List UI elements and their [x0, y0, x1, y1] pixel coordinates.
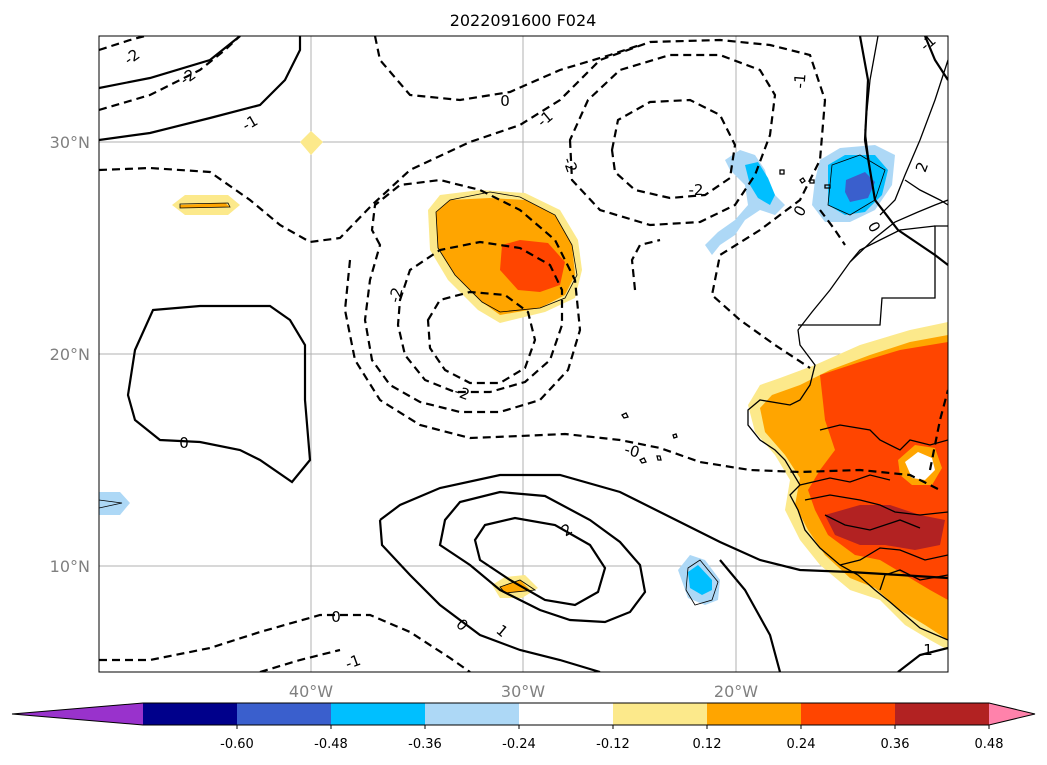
colorbar-tick-label: 0.24	[787, 737, 816, 752]
colorbar-tick-label: -0.24	[502, 737, 536, 752]
lon-label-20w: 20°W	[714, 682, 758, 701]
contour-label: 0	[500, 92, 510, 110]
contour-zero-west	[126, 304, 312, 484]
lat-label-10: 10°N	[50, 557, 90, 576]
colorbar-box	[519, 703, 613, 725]
colorbar-tick-label: -0.60	[220, 737, 254, 752]
contour-label: -2	[385, 285, 406, 304]
shade-africa-max	[825, 505, 945, 550]
colorbar-tick-label: 0.36	[881, 737, 910, 752]
lon-label-40w: 40°W	[289, 682, 333, 701]
contour-label: -2	[559, 155, 581, 175]
colorbar-box	[801, 703, 895, 725]
colorbar-tick-label: 0.12	[693, 737, 722, 752]
colorbar: -0.60 -0.48 -0.36 -0.24 -0.12 0.12 0.24 0.36 0.4…	[11, 702, 1036, 752]
map-panel: -2 -2 -1 0 -1 -2 -2 -2 -2 0 -0 0 2 0 1 0…	[99, 36, 948, 673]
colorbar-box	[613, 703, 707, 725]
contour-label: -2	[452, 382, 472, 404]
coastlines	[621, 36, 948, 641]
lat-label-30: 30°N	[50, 133, 90, 152]
colorbar-outline	[11, 702, 1036, 726]
colorbar-box	[895, 703, 989, 725]
contour-label: 1	[923, 641, 933, 659]
dashed-contours	[99, 36, 948, 672]
shade-positive-high	[500, 240, 565, 292]
colorbar-box	[707, 703, 801, 725]
colorbar-tick-label: -0.48	[314, 737, 348, 752]
colorbar-box	[237, 703, 331, 725]
map-title: 2022091600 F024	[450, 11, 597, 30]
colorbar-box	[331, 703, 425, 725]
contour-label: -2	[689, 181, 704, 199]
contour-label: -1	[343, 651, 363, 673]
contour-label: 0	[331, 608, 341, 626]
shade-negative-high	[845, 172, 875, 202]
colorbar-extend-low	[12, 703, 143, 725]
lon-label-30w: 30°W	[501, 682, 545, 701]
anomaly-shading	[99, 131, 948, 650]
lat-label-20: 20°N	[50, 345, 90, 364]
contour-label: -0	[622, 440, 641, 461]
contour-label: 0	[179, 434, 189, 452]
map-frame	[98, 35, 949, 673]
contour-label: -1	[790, 73, 809, 89]
colorbar-tick-label: 0.48	[975, 737, 1004, 752]
colorbar-tick-label: -0.36	[408, 737, 442, 752]
colorbar-box	[425, 703, 519, 725]
colorbar-extend-high	[989, 703, 1035, 725]
colorbar-tick-label: -0.12	[596, 737, 630, 752]
solid-contours	[99, 36, 948, 672]
colorbar-box	[143, 703, 237, 725]
